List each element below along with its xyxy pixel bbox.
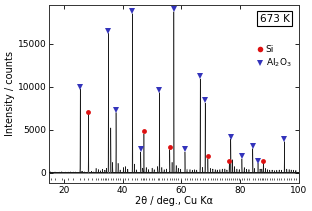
Legend: Si, Al$_2$O$_3$: Si, Al$_2$O$_3$ [258,45,291,69]
Y-axis label: Intensity / counts: Intensity / counts [5,51,15,137]
X-axis label: 2θ / deg., Cu Kα: 2θ / deg., Cu Kα [135,196,213,206]
Text: 673 K: 673 K [260,14,290,24]
